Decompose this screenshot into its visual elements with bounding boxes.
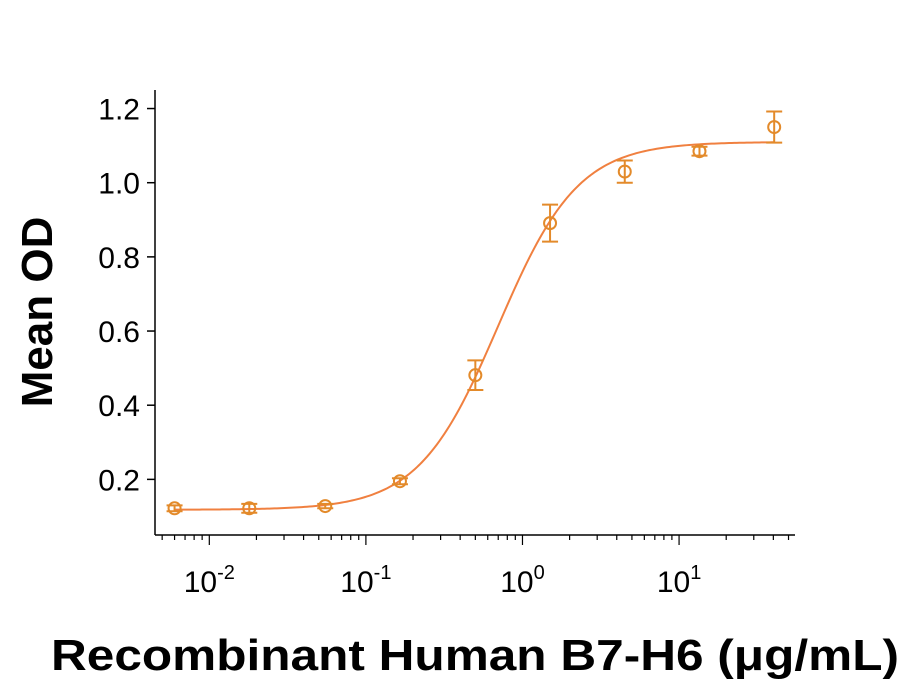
point-marker: [318, 499, 333, 514]
x-tick-label: 101: [657, 562, 702, 599]
data-points: [166, 110, 783, 516]
data-point: [467, 359, 484, 392]
x-tick-label: 100: [500, 562, 545, 599]
point-marker: [468, 368, 483, 383]
point-marker: [543, 216, 558, 231]
y-tick-label: 1.2: [98, 94, 140, 127]
data-point: [241, 501, 258, 516]
x-axis-ticks: 10-2 10-1 100 101: [161, 535, 790, 599]
point-marker: [392, 474, 407, 489]
data-point: [691, 144, 708, 159]
data-point: [391, 474, 408, 489]
x-axis-title: Recombinant Human B7-H6 (μg/mL): [51, 631, 899, 680]
x-tick-label: 10-1: [340, 562, 391, 599]
data-point: [766, 110, 783, 144]
y-axis-ticks: 0.2 0.4 0.6 0.8 1.0 1.2: [98, 94, 155, 497]
y-tick-label: 0.2: [98, 464, 140, 497]
y-tick-label: 1.0: [98, 168, 140, 201]
data-point: [317, 499, 334, 514]
point-marker: [167, 501, 182, 516]
y-tick-label: 0.8: [98, 242, 140, 275]
point-marker: [242, 501, 257, 516]
y-tick-label: 0.6: [98, 316, 140, 349]
y-tick-label: 0.4: [98, 390, 140, 423]
fit-curve: [174, 141, 775, 511]
y-axis-title: Mean OD: [13, 217, 62, 408]
data-point: [616, 159, 633, 184]
data-point: [542, 203, 559, 243]
x-tick-label: 10-2: [184, 562, 235, 599]
point-marker: [767, 120, 782, 135]
point-marker: [617, 164, 632, 179]
data-point: [166, 501, 183, 516]
point-marker: [692, 144, 707, 159]
